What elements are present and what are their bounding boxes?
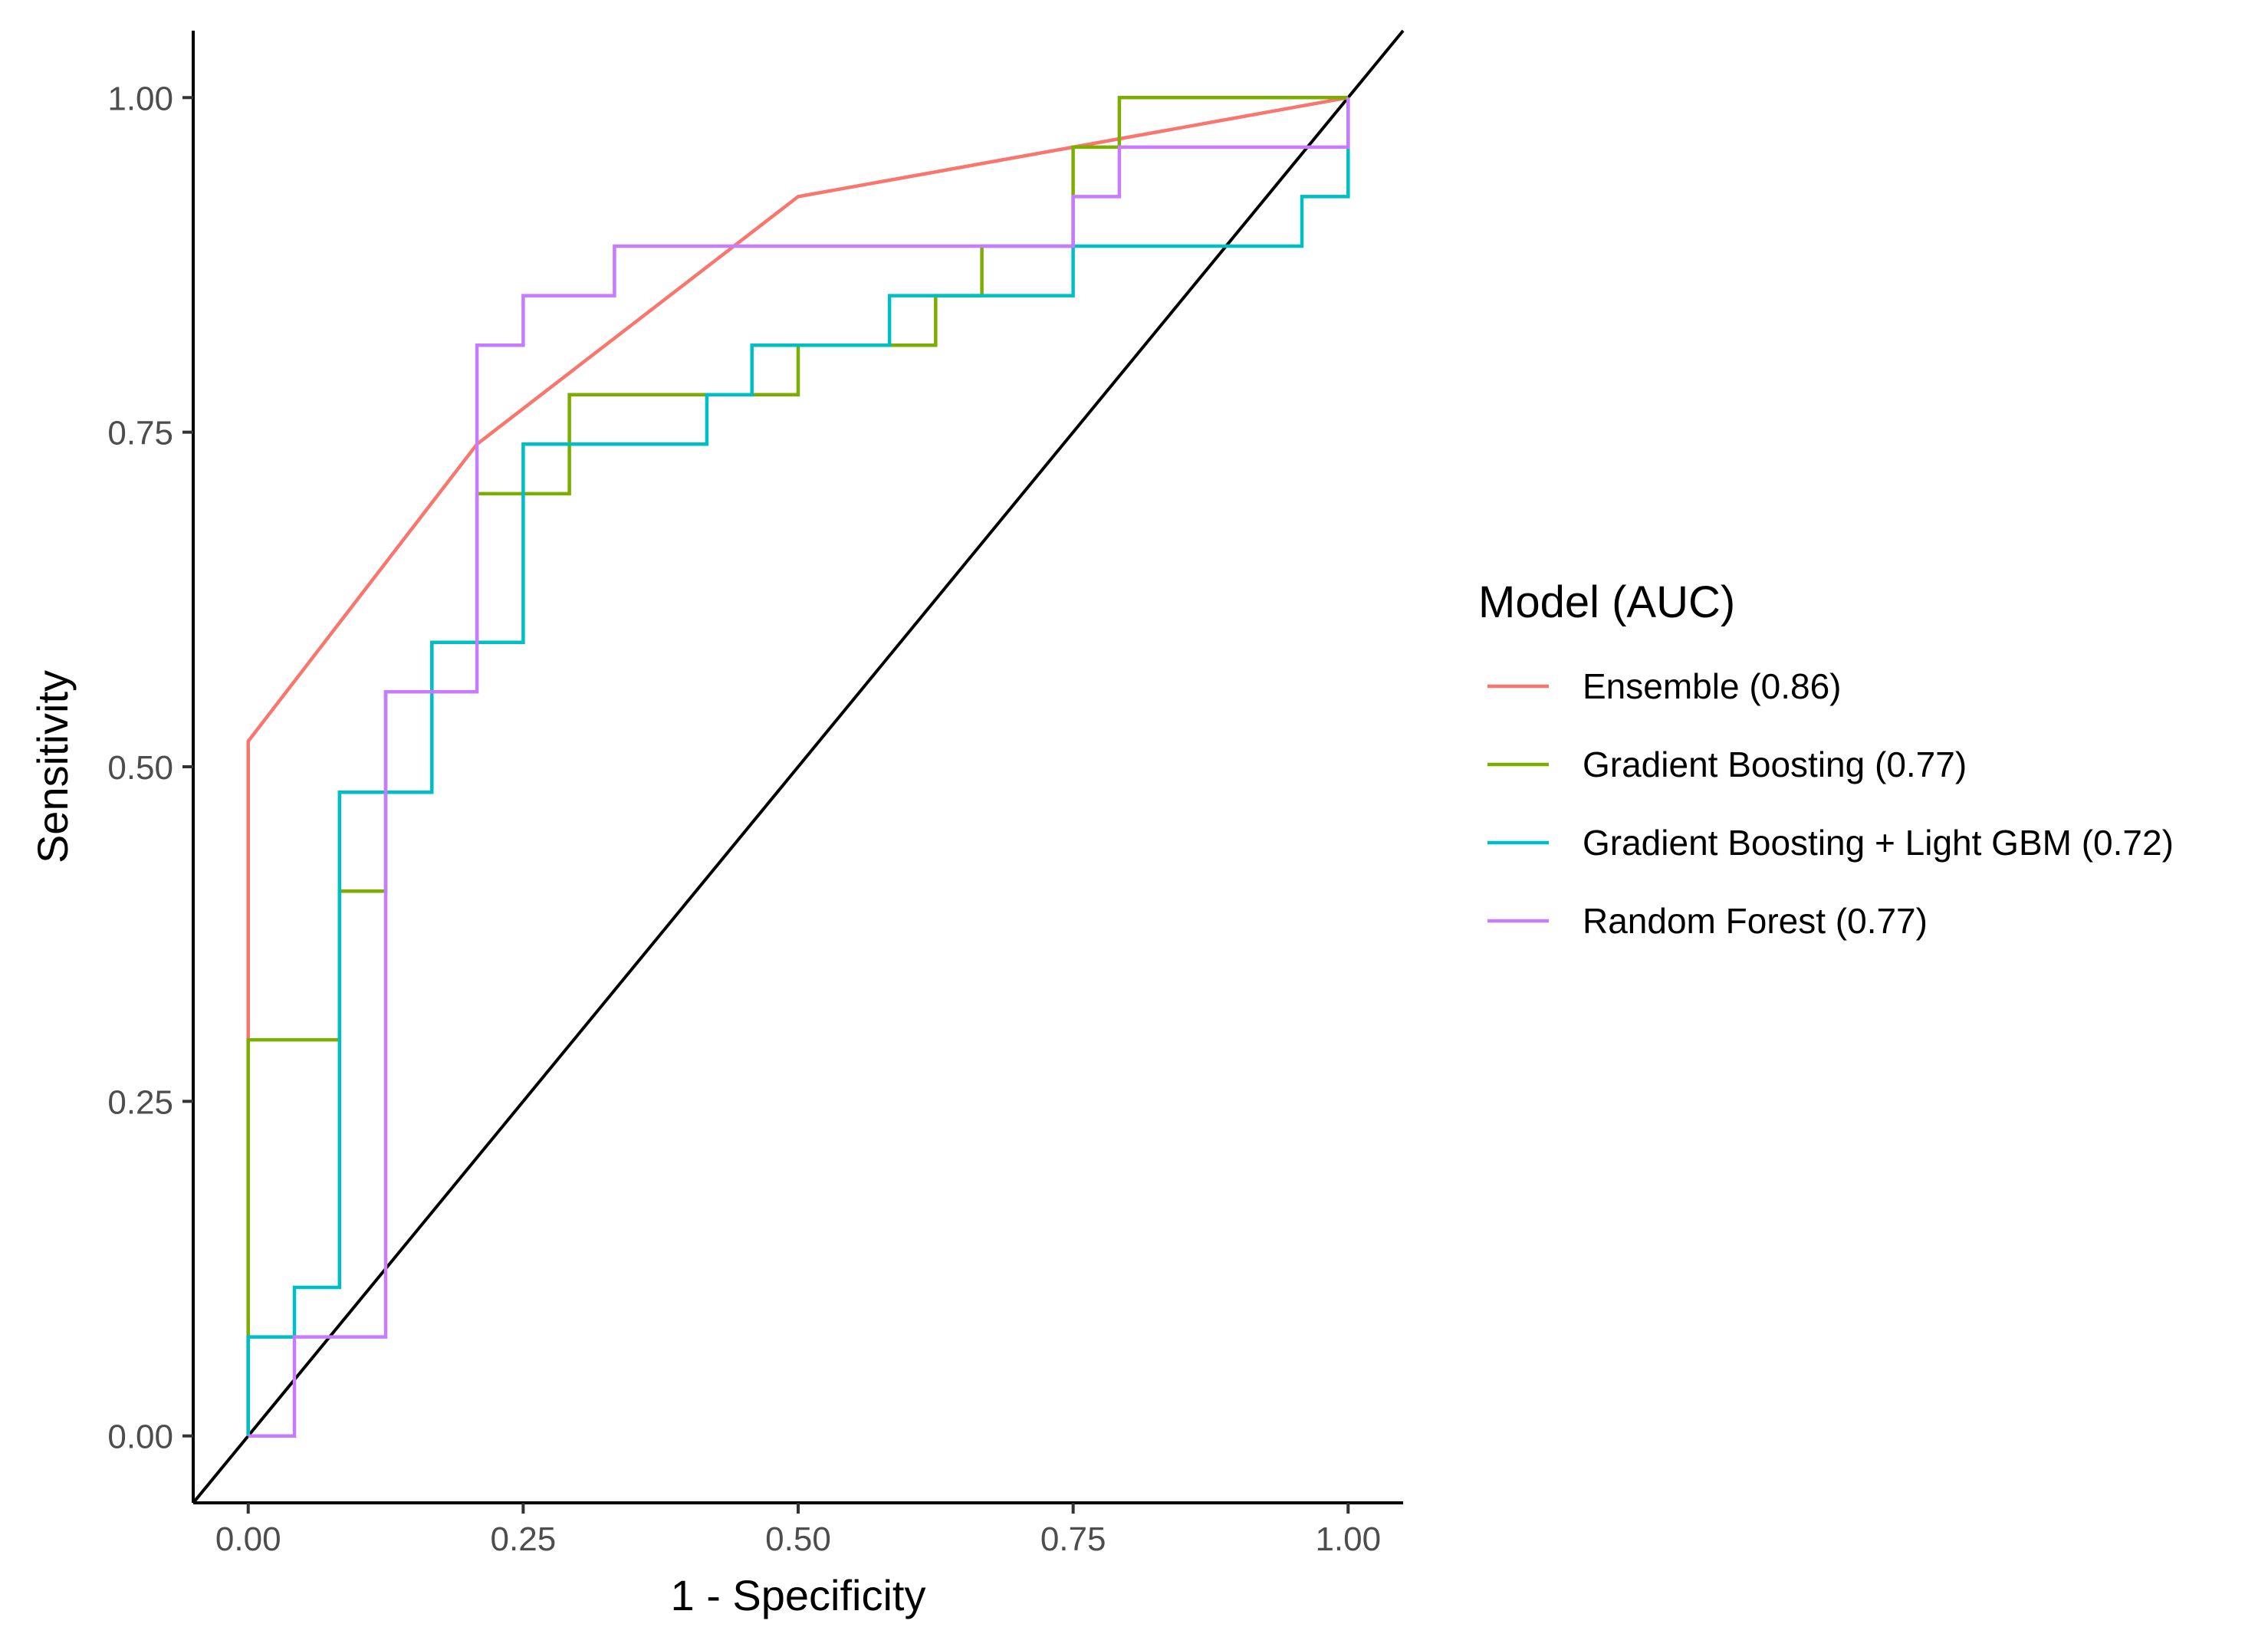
series-line-gradient-boosting-light-gbm	[246, 97, 1350, 1436]
plot-area	[192, 29, 1405, 1504]
legend: Model (AUC) Ensemble (0.86) Gradient Boos…	[1478, 577, 2174, 941]
y-tick-label: 0.75	[107, 415, 173, 452]
y-tick-label: 0.25	[107, 1083, 173, 1121]
x-tick-label: 1.00	[1315, 1520, 1381, 1558]
x-tick-label: 0.75	[1040, 1520, 1106, 1558]
legend-label: Gradient Boosting (0.77)	[1583, 745, 1967, 784]
x-axis-title: 1 - Specificity	[671, 1571, 926, 1619]
legend-title: Model (AUC)	[1478, 577, 1735, 627]
x-tick-label: 0.25	[491, 1520, 557, 1558]
y-tick-label: 1.00	[107, 80, 173, 117]
y-tick-label: 0.50	[107, 749, 173, 787]
reference-diagonal-line	[192, 29, 1405, 1504]
legend-label: Gradient Boosting + Light GBM (0.72)	[1583, 823, 2174, 863]
legend-label: Random Forest (0.77)	[1583, 901, 1928, 941]
ticks: 0.00 0.25 0.50 0.75 1.00 0.00 0.25 0.50 0.75 1.00	[107, 80, 1381, 1558]
x-tick-label: 0.50	[765, 1520, 831, 1558]
y-axis-title: Sensitivity	[28, 670, 77, 863]
y-tick-label: 0.00	[107, 1419, 173, 1456]
x-tick-label: 0.00	[215, 1520, 281, 1558]
series-line-random-forest	[248, 97, 1350, 1438]
legend-label: Ensemble (0.86)	[1583, 666, 1842, 706]
